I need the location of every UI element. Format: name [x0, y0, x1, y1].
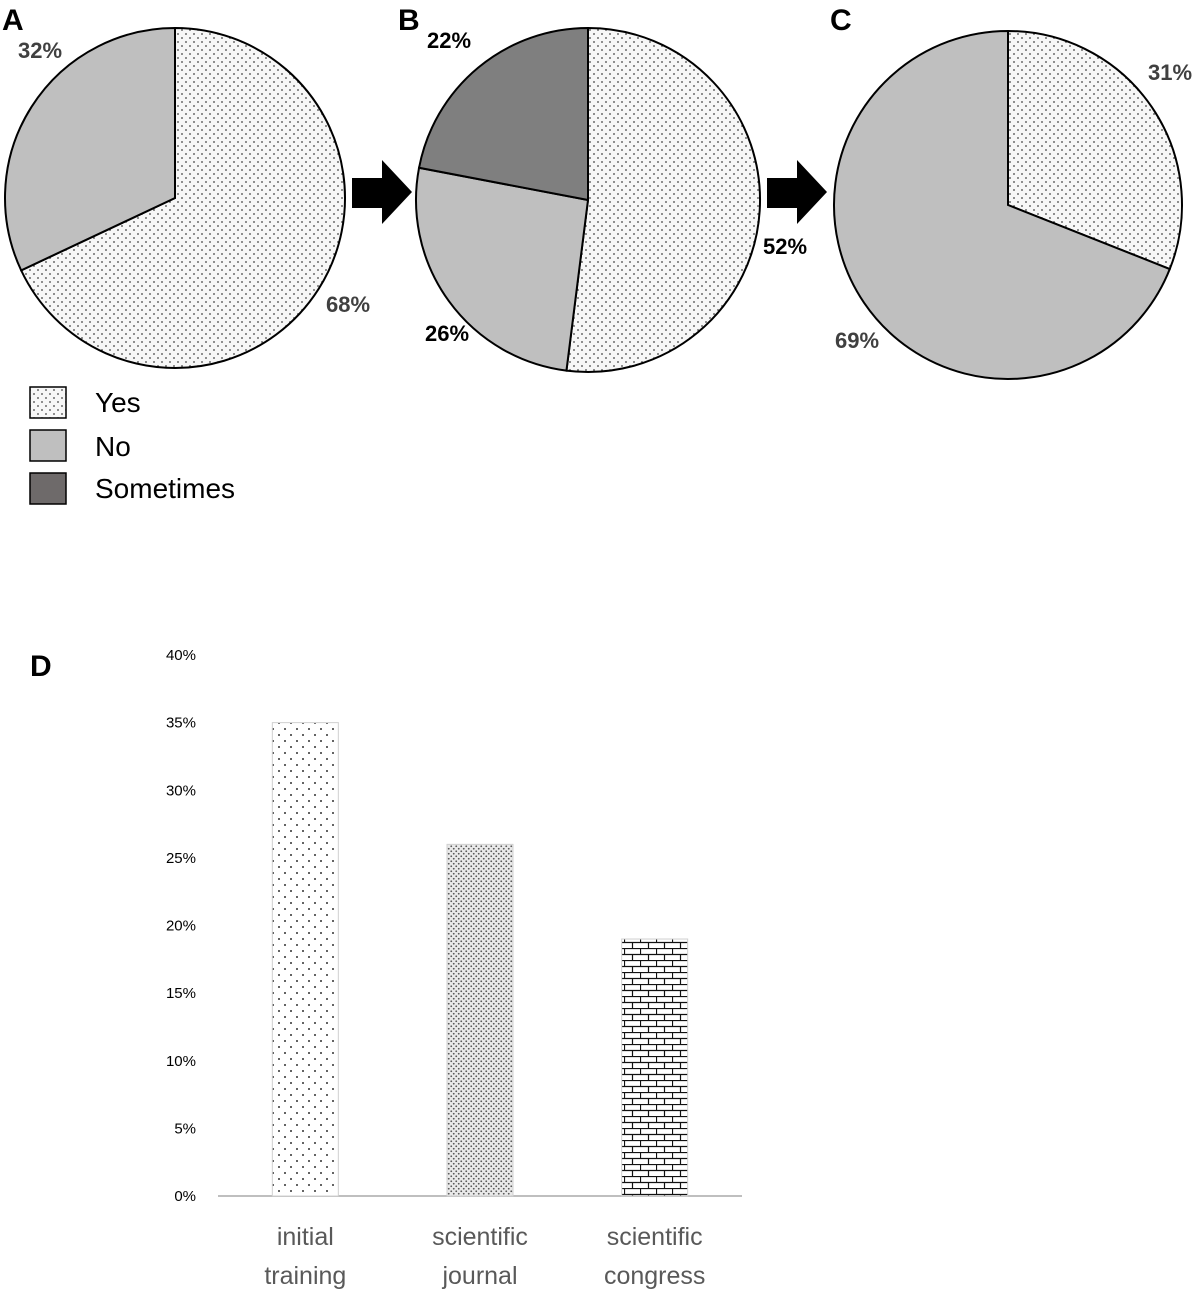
- x-category-label: scientific congress: [604, 1223, 705, 1290]
- legend-label-sometimes: Sometimes: [95, 473, 235, 504]
- legend-swatch-sometimes: [29, 472, 67, 505]
- bar-scientific-journal: [446, 843, 514, 1197]
- bar-scientific-congress: [621, 938, 689, 1197]
- y-tick-label: 35%: [166, 715, 196, 732]
- bar-initial-training: [271, 722, 339, 1197]
- y-tick-label: 30%: [166, 782, 196, 799]
- pie-b-label-sometimes: 22%: [427, 28, 471, 53]
- pie-c-label-yes: 31%: [1148, 60, 1192, 85]
- y-tick-label: 10%: [166, 1053, 196, 1070]
- arrow-right-icon: [352, 160, 412, 224]
- pie-chart-c: 31% 69%: [832, 29, 1192, 380]
- y-tick-label: 15%: [166, 985, 196, 1002]
- y-tick-label: 5%: [174, 1120, 196, 1137]
- pie-a-slice-yes: [19, 26, 346, 369]
- y-tick-label: 40%: [166, 647, 196, 664]
- legend: Yes No Sometimes: [29, 386, 235, 505]
- y-tick-label: 20%: [166, 918, 196, 935]
- pie-chart-a: 68% 32%: [4, 26, 370, 369]
- pie-a-label-no: 32%: [18, 38, 62, 63]
- pie-a-slice-no: [4, 26, 176, 272]
- legend-label-yes: Yes: [95, 387, 141, 418]
- x-category-label: scientific journal: [432, 1223, 528, 1290]
- y-tick-label: 25%: [166, 850, 196, 867]
- pie-b-slice-no: [415, 166, 590, 372]
- legend-swatch-yes: [29, 386, 67, 419]
- pie-c-slice-no: [832, 29, 1172, 380]
- panel-letter-d: D: [30, 650, 52, 683]
- pie-b-slice-yes: [565, 26, 762, 373]
- pie-a-label-yes: 68%: [326, 292, 370, 317]
- pie-b-label-yes: 52%: [763, 234, 807, 259]
- pie-b-label-no: 26%: [425, 321, 469, 346]
- pie-b-slice-sometimes: [417, 26, 589, 202]
- x-category-label: initial training: [264, 1223, 346, 1290]
- legend-label-no: No: [95, 431, 131, 462]
- y-tick-label: 0%: [174, 1188, 196, 1205]
- pie-c-slice-yes: [1007, 29, 1183, 271]
- bar-chart-d: 0% 5% 10% 15% 20% 25% 30% 35% 40% initial training…: [166, 647, 742, 1290]
- pie-chart-b: 52% 26% 22%: [415, 26, 807, 373]
- panel-letter-a: A: [2, 4, 24, 37]
- pie-c-label-no: 69%: [835, 328, 879, 353]
- panel-letter-b: B: [398, 4, 420, 37]
- legend-swatch-no: [29, 429, 67, 462]
- arrow-right-icon: [767, 160, 827, 224]
- panel-letter-c: C: [830, 4, 852, 37]
